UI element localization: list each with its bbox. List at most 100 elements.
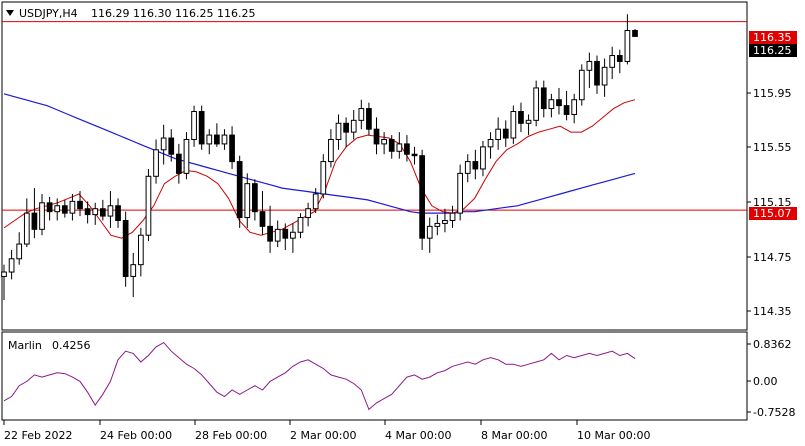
candle-body [419,155,425,239]
candle-body [609,55,616,68]
indicator-axis-label: 0.8362 [753,338,792,351]
candle-body [23,212,30,245]
candle-body [99,208,106,217]
indicator-axis-label: -0.7528 [753,406,795,419]
candle-body [556,99,562,107]
candle-body [252,183,258,213]
indicator-axis-label: 0.00 [753,375,778,388]
level-tag-low [749,207,797,220]
indicator-axis: 0.8362 0.00 -0.7528 [747,338,795,419]
candle-body [495,128,502,140]
candle-body [616,55,623,62]
oscillator-line [3,341,636,411]
candle-body [411,153,418,157]
level-tag-high-text: 116.35 [753,31,792,44]
candle-body [191,111,197,140]
candle-body [434,222,441,227]
time-axis-label: 24 Feb 00:00 [100,429,172,442]
candle-body [46,202,53,213]
candle-body [426,225,433,239]
candle-body [540,87,547,110]
candle-body [160,137,167,151]
candle-body [274,228,281,242]
candle-body [335,122,342,140]
candle-body [328,138,334,163]
price-axis-label: 115.15 [753,196,792,209]
level-lines [2,21,747,211]
time-axis-label: 22 Feb 2022 [4,429,72,442]
candle-body [183,138,190,174]
time-axis-label: 10 Mar 00:00 [577,429,650,442]
candle-body [320,161,327,195]
candle-body [464,161,471,174]
candle-body [457,172,464,214]
candle-body [39,202,45,230]
candle-body [290,231,296,239]
candle-body [214,134,220,145]
candle-body [404,143,410,155]
candle-body [137,234,144,266]
candle-body [153,149,159,177]
ma-slow-line [3,93,636,214]
candle-body [122,219,129,277]
indicator-value: 0.4256 [52,339,91,352]
candle-body [533,87,540,121]
candle-body [206,134,213,145]
main-pane[interactable] [1,1,748,331]
candle-body [563,105,570,115]
price-axis-label: 115.95 [753,87,792,100]
candle-body [229,134,235,163]
chart-menu-triangle-icon[interactable] [6,10,14,16]
candle-body [388,138,395,152]
candle-body [92,208,99,216]
time-axis-label: 4 Mar 00:00 [385,429,451,442]
candle-body [487,138,494,148]
candle-body [624,30,631,62]
candle-body [502,128,509,139]
candle-body [259,211,266,227]
level-tag-low-text: 115.07 [753,207,792,220]
time-axis-label: 28 Feb 00:00 [195,429,267,442]
candle-body [350,119,357,133]
level-tag-high [749,31,797,44]
candle-body [168,137,175,155]
candle-body [305,208,311,219]
candle-body [442,219,448,224]
candle-body [16,243,23,260]
candle-body [198,111,205,145]
ohlc-values: 116.29 116.30 116.25 116.25 [91,7,255,20]
time-axis: 22 Feb 2022 24 Feb 00:00 28 Feb 00:00 2 … [3,420,650,442]
candle-body [54,205,61,213]
candle-body [601,66,608,86]
candle-body [145,175,152,236]
candle-body [510,111,517,139]
candle-body [571,99,578,115]
candle-body [84,208,91,216]
candle-body [77,200,83,210]
candle-body [221,134,228,145]
indicator-pane[interactable] [1,331,748,421]
candle-body [381,138,387,145]
candles [1,14,638,301]
candle-body [518,111,524,124]
candle-body [175,153,182,174]
candle-body [115,205,121,221]
ma-fast-line [3,99,636,239]
candle-body [69,200,76,214]
candle-body [1,271,7,277]
candle-body [632,30,638,37]
candle-body [343,122,349,133]
candle-body [525,119,532,124]
price-axis: 115.95 115.55 115.15 114.75 114.35 [747,87,792,318]
candle-body [61,205,68,214]
candle-body [297,217,304,233]
candle-body [586,60,593,71]
candle-body [548,99,555,110]
current-price-tag-text: 116.25 [753,44,792,57]
candle-body [31,212,38,230]
candle-body [130,264,137,277]
candle-body [449,212,456,221]
candle-body [578,69,585,101]
candle-body [312,193,319,210]
candle-body [267,225,273,242]
